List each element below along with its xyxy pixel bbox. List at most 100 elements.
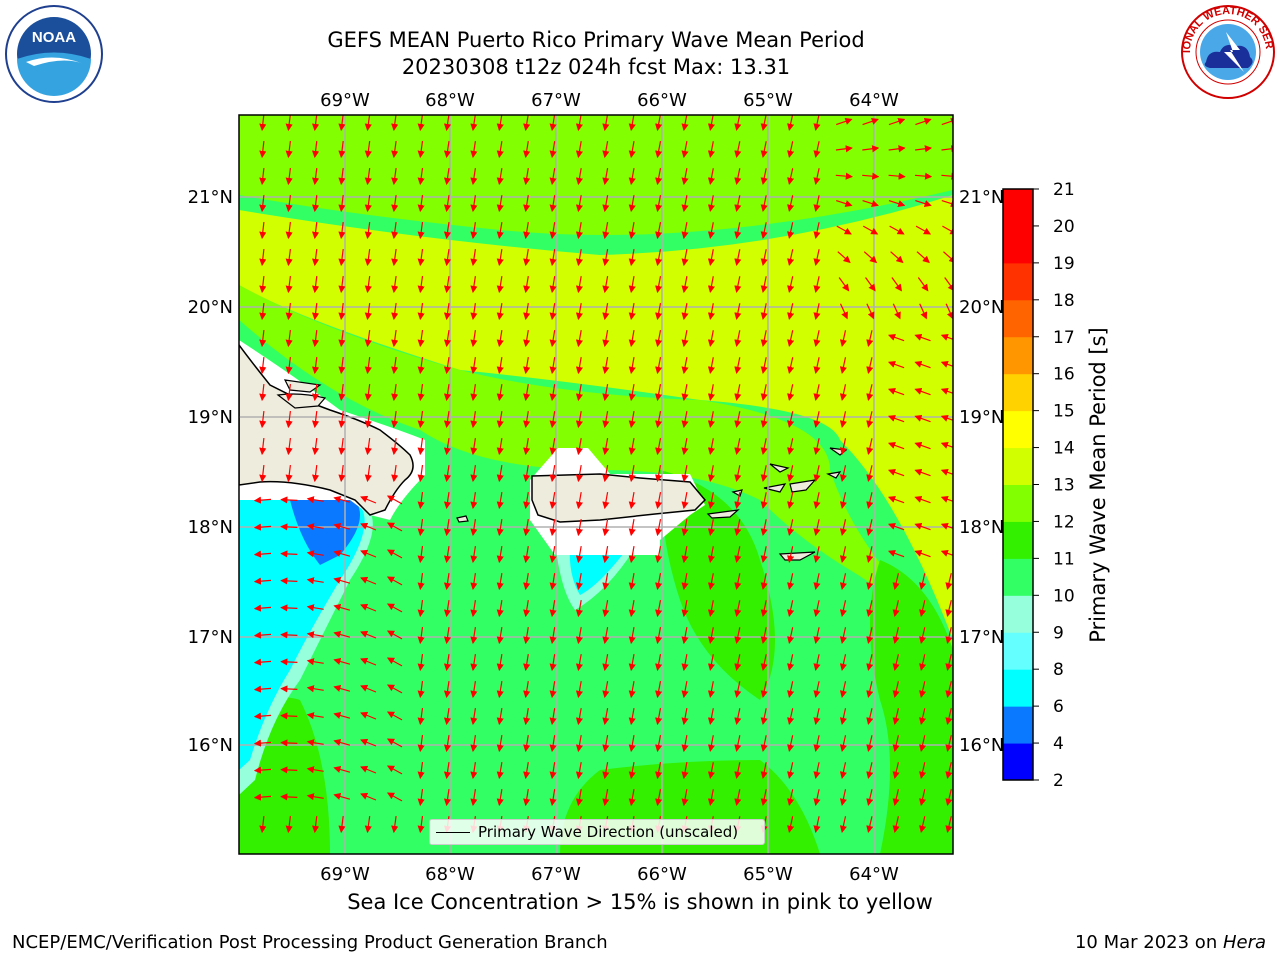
direction-arrow [443, 681, 452, 699]
field-band-6-8 [239, 500, 365, 770]
direction-arrow [760, 438, 768, 455]
wave-direction-vectors [253, 115, 953, 834]
direction-arrow [813, 816, 821, 833]
direction-arrow [549, 411, 557, 429]
direction-arrow [333, 495, 351, 503]
direction-arrow [707, 708, 715, 725]
direction-arrow [443, 249, 452, 267]
direction-arrow [496, 249, 504, 267]
direction-arrow [306, 496, 324, 504]
direction-arrow [391, 465, 399, 483]
direction-arrow [602, 194, 610, 213]
direction-arrow [338, 276, 346, 294]
direction-arrow [364, 357, 372, 375]
colorbar-tick-label: 18 [1053, 291, 1075, 311]
colorbar-tick-label: 13 [1053, 476, 1075, 496]
direction-arrow [628, 383, 636, 402]
direction-arrow [813, 222, 821, 239]
direction-arrow [280, 658, 298, 666]
direction-arrow [839, 384, 847, 401]
direction-arrow [734, 330, 742, 347]
direction-arrow [628, 545, 636, 564]
lat-label-right: 18°N [959, 517, 1004, 538]
direction-arrow [866, 654, 874, 671]
direction-arrow [887, 441, 905, 450]
direction-arrow [386, 549, 403, 559]
direction-arrow [760, 600, 768, 617]
direction-arrow [253, 523, 272, 531]
direction-arrow [813, 762, 821, 779]
direction-arrow [364, 249, 372, 267]
direction-arrow [760, 465, 768, 482]
direction-arrow [602, 599, 610, 618]
direction-arrow [839, 762, 847, 779]
direction-arrow [866, 627, 874, 644]
direction-arrow [523, 384, 531, 402]
direction-arrow [523, 627, 531, 645]
direction-arrow [285, 222, 293, 240]
direction-arrow [760, 708, 768, 725]
direction-arrow [787, 438, 795, 455]
direction-arrow [391, 168, 399, 186]
direction-arrow [338, 384, 346, 402]
direction-arrow [338, 195, 346, 213]
direction-arrow [707, 384, 715, 401]
direction-arrow [655, 410, 663, 429]
direction-arrow [914, 495, 931, 504]
direction-arrow [259, 141, 267, 159]
direction-arrow [311, 195, 320, 213]
direction-arrow [734, 708, 742, 725]
lon-label-top: 68°W [425, 90, 475, 111]
direction-arrow [285, 438, 293, 456]
land-tortuga [283, 379, 322, 393]
direction-arrow [707, 627, 715, 644]
direction-arrow [707, 681, 715, 698]
direction-arrow [523, 115, 531, 132]
direction-arrow [892, 681, 900, 698]
direction-arrow [280, 685, 298, 693]
direction-arrow [707, 546, 715, 563]
direction-arrow [602, 545, 610, 564]
direction-arrow [496, 465, 504, 483]
direction-arrow [285, 195, 293, 213]
colorbar-segment [1003, 521, 1033, 559]
colorbar-segment [1003, 410, 1033, 449]
direction-arrow [285, 141, 293, 159]
direction-arrow [386, 603, 403, 613]
direction-arrow [417, 465, 425, 483]
direction-arrow [760, 141, 768, 158]
direction-arrow [655, 518, 663, 537]
colorbar-tick-label: 15 [1053, 402, 1075, 422]
direction-arrow [602, 491, 610, 510]
direction-arrow [787, 627, 795, 644]
direction-arrow [523, 222, 531, 240]
direction-arrow [575, 464, 583, 483]
lat-label-left: 18°N [188, 517, 233, 538]
direction-arrow [417, 681, 425, 699]
colorbar-segment [1003, 706, 1033, 744]
direction-arrow [914, 549, 931, 558]
direction-arrow [549, 654, 557, 672]
direction-arrow [575, 761, 583, 780]
colorbar-tick-label: 11 [1053, 549, 1075, 569]
direction-arrow [523, 465, 531, 483]
direction-arrow [417, 789, 425, 807]
direction-arrow [655, 329, 663, 348]
direction-arrow [333, 765, 351, 773]
direction-arrow [253, 658, 272, 666]
direction-arrow [887, 333, 905, 342]
colorbar-tick-label: 8 [1053, 660, 1064, 680]
direction-arrow [681, 410, 689, 429]
direction-arrow [496, 303, 504, 321]
direction-arrow [259, 438, 267, 456]
lon-label-bottom: 67°W [531, 864, 581, 885]
direction-arrow [417, 168, 425, 186]
direction-arrow [628, 464, 636, 483]
direction-arrow [628, 329, 636, 348]
direction-arrow [866, 330, 874, 347]
direction-arrow [787, 600, 795, 617]
direction-arrow [523, 411, 531, 429]
direction-arrow [338, 168, 346, 186]
direction-arrow [655, 115, 663, 132]
direction-arrow [681, 518, 689, 537]
